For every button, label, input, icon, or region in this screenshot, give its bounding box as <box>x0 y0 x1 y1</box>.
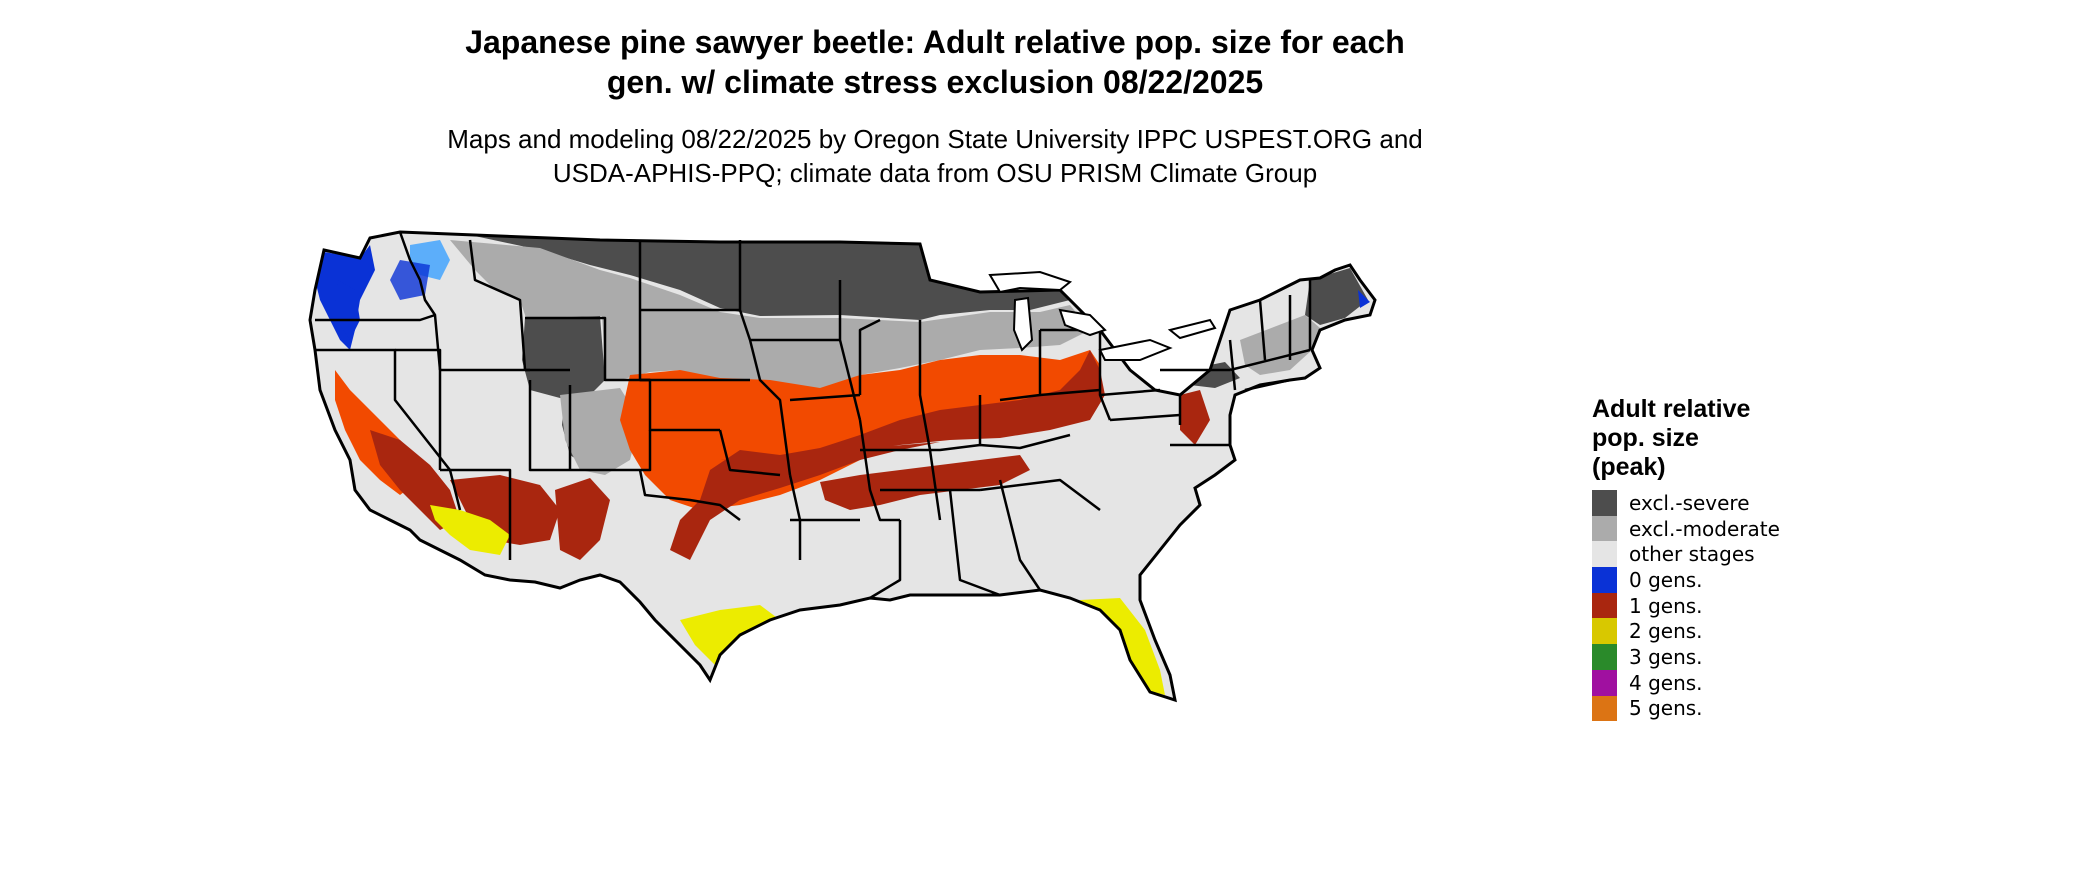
legend-swatch <box>1592 515 1617 542</box>
legend-item-other-stages: other stages <box>1592 541 1892 568</box>
title-line-1: Japanese pine sawyer beetle: Adult relat… <box>465 24 1405 60</box>
legend-items: excl.-severe excl.-moderate other stages… <box>1592 490 1892 722</box>
legend-item-excl-moderate: excl.-moderate <box>1592 515 1892 542</box>
legend-swatch <box>1592 618 1617 645</box>
legend-item-3-gens: 3 gens. <box>1592 644 1892 670</box>
legend-label: 1 gens. <box>1629 593 1703 618</box>
legend-title-line-3: (peak) <box>1592 453 1666 481</box>
legend-swatch <box>1592 644 1617 670</box>
region-zero-gens-rockies <box>390 260 430 300</box>
legend-title: Adult relative pop. size (peak) <box>1592 395 1892 482</box>
legend-item-5-gens: 5 gens. <box>1592 695 1892 722</box>
legend-swatch <box>1592 541 1617 568</box>
legend-label: 3 gens. <box>1629 644 1703 669</box>
region-zero-gens-maine <box>1358 290 1370 308</box>
region-one-gen-nevada <box>370 430 460 530</box>
region-zero-gens-cascades <box>335 280 360 340</box>
region-one-gen-darkred <box>670 350 1105 560</box>
region-moderate-ne <box>1240 315 1320 375</box>
legend-label: 5 gens. <box>1629 696 1703 721</box>
region-two-gens-sw <box>430 505 510 555</box>
region-severe-wyoming <box>522 316 605 398</box>
region-severe-north <box>470 235 1070 320</box>
legend-title-line-2: pop. size <box>1592 424 1699 452</box>
region-moderate-utah <box>560 388 640 475</box>
title-line-2: gen. w/ climate stress exclusion 08/22/2… <box>606 64 1264 100</box>
legend-label: 0 gens. <box>1629 567 1703 592</box>
legend-label: other stages <box>1629 542 1755 567</box>
legend-swatch <box>1592 567 1617 593</box>
figure-title: Japanese pine sawyer beetle: Adult relat… <box>375 22 1495 102</box>
figure-subtitle: Maps and modeling 08/22/2025 by Oregon S… <box>375 122 1495 190</box>
region-severe-maine <box>1305 268 1368 325</box>
legend-item-excl-severe: excl.-severe <box>1592 490 1892 516</box>
legend-swatch <box>1592 669 1617 696</box>
great-lakes <box>988 270 1217 361</box>
legend-swatch <box>1592 695 1617 722</box>
subtitle-line-1: Maps and modeling 08/22/2025 by Oregon S… <box>447 124 1423 154</box>
legend-item-1-gens: 1 gens. <box>1592 592 1892 619</box>
legend-label: 2 gens. <box>1629 619 1703 644</box>
legend-swatch <box>1592 490 1617 516</box>
legend-title-line-1: Adult relative <box>1592 395 1751 423</box>
legend-label: excl.-moderate <box>1629 516 1780 541</box>
legend-item-2-gens: 2 gens. <box>1592 618 1892 645</box>
us-map <box>308 230 1377 703</box>
legend-item-4-gens: 4 gens. <box>1592 669 1892 696</box>
region-moderate-plains <box>450 240 1090 392</box>
region-one-gen-newmexico <box>555 478 610 560</box>
subtitle-line-2: USDA-APHIS-PPQ; climate data from OSU PR… <box>552 158 1318 188</box>
region-one-gen-delmarva <box>1180 390 1210 445</box>
legend-swatch <box>1592 592 1617 619</box>
legend-item-0-gens: 0 gens. <box>1592 567 1892 593</box>
us-outline <box>308 230 1377 703</box>
map-legend: Adult relative pop. size (peak) excl.-se… <box>1592 395 1892 722</box>
legend-label: excl.-severe <box>1629 490 1750 515</box>
legend-label: 4 gens. <box>1629 670 1703 695</box>
